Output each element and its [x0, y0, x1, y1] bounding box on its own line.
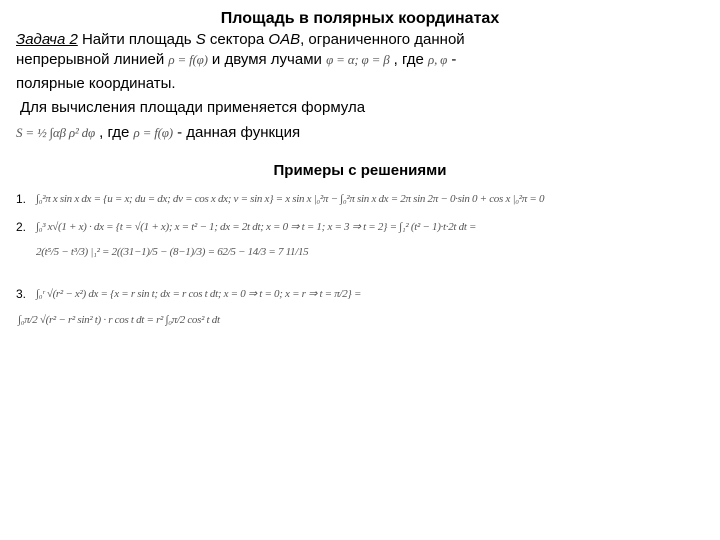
problem-1-expr: ∫₀²π x sin x dx = {u = x; du = dx; dv = …	[36, 192, 544, 207]
task-label: Задача 2	[16, 31, 78, 48]
formula-area-integral: S = ½ ∫αβ ρ² dφ	[16, 125, 95, 140]
task-line4: Для вычисления площади применяется форму…	[20, 98, 704, 118]
task-formula-line: S = ½ ∫αβ ρ² dφ , где ρ = f(φ) - данная …	[16, 123, 704, 143]
examples-title: Примеры с решениями	[16, 161, 704, 181]
task-text-2b: и двумя лучами	[208, 51, 326, 68]
problem-2-num: 2.	[16, 219, 30, 235]
problem-1-num: 1.	[16, 191, 30, 207]
formula-rho-f-phi: ρ = f(φ)	[168, 52, 207, 67]
problem-3-num: 3.	[16, 286, 30, 302]
task-text-2c: , где	[389, 51, 428, 68]
problem-3-cont: ∫₀π/2 √(r² − r² sin² t) · r cos t dt = r…	[18, 313, 704, 328]
problem-2-expr: ∫₀³ x√(1 + x) · dx = {t = √(1 + x); x = …	[36, 220, 476, 235]
task-text-1c: , ограниченного данной	[300, 31, 465, 48]
problem-3: 3. ∫₀ʳ √(r² − x²) dx = {x = r sin t; dx …	[16, 286, 704, 302]
task-text-1a: Найти площадь	[78, 31, 196, 48]
task-text-5b: - данная функция	[173, 124, 300, 141]
formula-rho-phi: ρ, φ	[428, 52, 447, 67]
formula-rho-f-phi-2: ρ = f(φ)	[134, 125, 173, 140]
task-text-1b: сектора	[206, 31, 269, 48]
task-block: Задача 2 Найти площадь S сектора OAB, ог…	[16, 30, 704, 71]
problem-1: 1. ∫₀²π x sin x dx = {u = x; du = dx; dv…	[16, 191, 704, 207]
problem-2-cont: 2(t⁵/5 − t³/3) |₁² = 2((31−1)/5 − (8−1)/…	[36, 245, 704, 260]
task-text-5a: , где	[95, 124, 134, 141]
page-title: Площадь в полярных координатах	[16, 8, 704, 30]
task-S: S	[196, 31, 206, 48]
problem-2: 2. ∫₀³ x√(1 + x) · dx = {t = √(1 + x); x…	[16, 219, 704, 235]
task-OAB: OAB	[268, 31, 300, 48]
task-text-2d: -	[447, 51, 456, 68]
problem-3-expr: ∫₀ʳ √(r² − x²) dx = {x = r sin t; dx = r…	[36, 287, 361, 302]
formula-phi-alpha-beta: φ = α; φ = β	[326, 52, 389, 67]
task-line3: полярные координаты.	[16, 74, 704, 94]
task-text-2a: непрерывной линией	[16, 51, 168, 68]
